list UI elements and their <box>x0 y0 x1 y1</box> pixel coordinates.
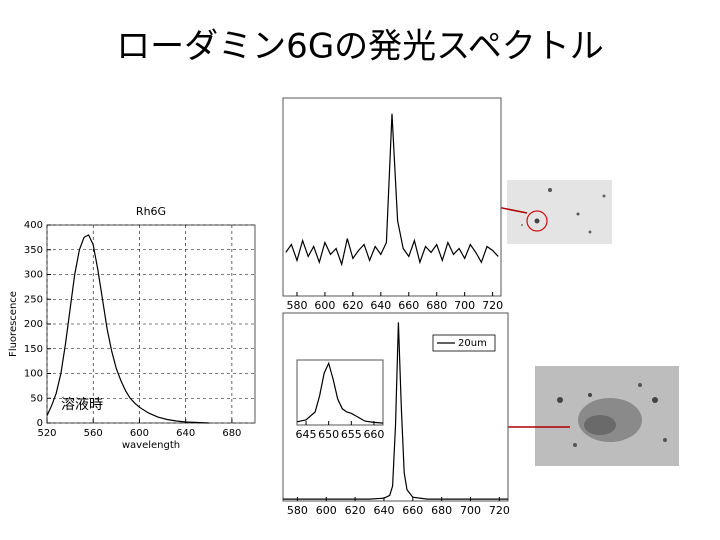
series-line <box>296 361 384 424</box>
y-axis-label: Fluorescence <box>8 291 19 357</box>
y-tick-label: 100 <box>24 369 43 380</box>
x-tick-label: 600 <box>314 299 335 312</box>
x-tick-label: 620 <box>345 504 366 517</box>
y-tick-label: 300 <box>24 270 43 281</box>
x-tick-label: 640 <box>373 504 394 517</box>
y-tick-label: 50 <box>30 393 43 404</box>
x-tick-label: 720 <box>482 299 503 312</box>
x-tick-label: 680 <box>431 504 452 517</box>
y-tick-label: 350 <box>24 245 43 256</box>
x-tick-label: 600 <box>130 428 149 439</box>
x-tick-label: 650 <box>318 428 339 441</box>
x-tick-label: 680 <box>426 299 447 312</box>
x-tick-label: 520 <box>37 428 56 439</box>
annotation: 溶液時 <box>61 397 103 413</box>
x-tick-label: 645 <box>296 428 317 441</box>
x-tick-label: 640 <box>176 428 195 439</box>
x-tick-label: 720 <box>489 504 510 517</box>
series-line <box>283 322 508 500</box>
x-tick-label: 680 <box>222 428 241 439</box>
x-tick-label: 580 <box>287 504 308 517</box>
y-tick-label: 250 <box>24 294 43 305</box>
x-tick-label: 640 <box>370 299 391 312</box>
x-tick-label: 580 <box>286 299 307 312</box>
x-tick-label: 660 <box>363 428 384 441</box>
y-tick-label: 150 <box>24 344 43 355</box>
x-tick-label: 660 <box>402 504 423 517</box>
series-line <box>46 234 209 424</box>
y-tick-label: 200 <box>24 319 43 330</box>
x-tick-label: 620 <box>342 299 363 312</box>
series-line <box>285 113 499 267</box>
x-tick-label: 660 <box>398 299 419 312</box>
slide-title: ローダミン6Gの発光スペクトル <box>116 27 604 67</box>
legend-box <box>432 334 496 352</box>
y-tick-label: 400 <box>24 220 43 231</box>
chart-title: Rh6G <box>136 205 166 218</box>
plot-frame <box>282 97 502 297</box>
x-tick-label: 700 <box>454 299 475 312</box>
photo-bottom <box>535 366 679 466</box>
plot-frame <box>296 359 384 426</box>
x-tick-label: 600 <box>316 504 337 517</box>
x-tick-label: 700 <box>460 504 481 517</box>
y-tick-label: 0 <box>37 418 43 429</box>
x-tick-label: 655 <box>341 428 362 441</box>
x-tick-label: 560 <box>84 428 103 439</box>
legend-label: 20um <box>458 338 487 349</box>
x-axis-label: wavelength <box>122 440 180 451</box>
